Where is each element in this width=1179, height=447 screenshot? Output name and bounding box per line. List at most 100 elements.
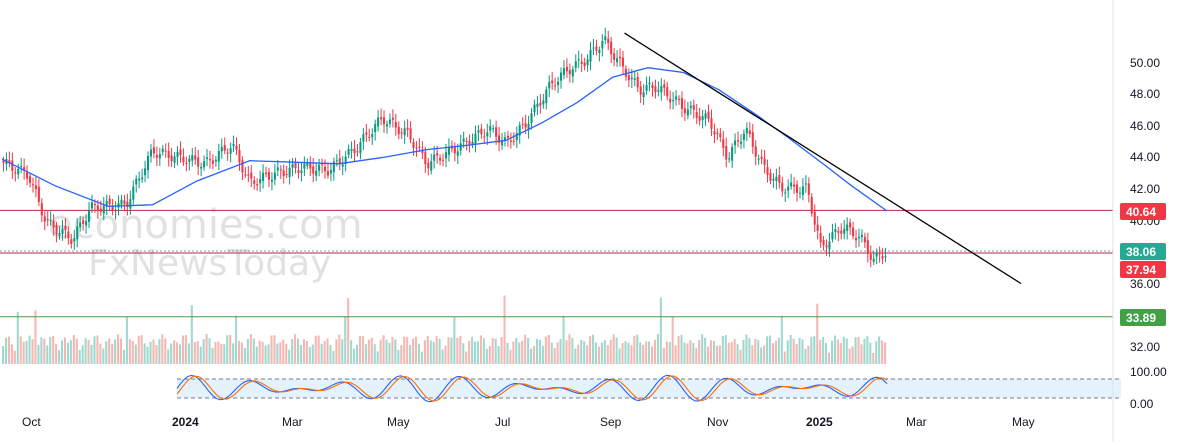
candle-body <box>677 98 681 100</box>
volume-bar <box>795 344 798 364</box>
candle-body <box>205 157 209 159</box>
candle-body <box>707 111 710 119</box>
candle-body <box>816 224 819 231</box>
candle-body <box>247 174 250 176</box>
volume-bar <box>653 339 657 364</box>
candle-body <box>568 70 571 74</box>
volume-bar <box>125 317 128 364</box>
candle-body <box>70 239 73 244</box>
volume-bar <box>276 343 279 364</box>
volume-bar <box>415 336 418 364</box>
candle-body <box>642 92 645 97</box>
candle-body <box>716 132 719 135</box>
candle-body <box>79 222 82 228</box>
volume-bar <box>270 335 273 364</box>
volume-bar <box>288 349 291 364</box>
volume-bar <box>214 342 217 364</box>
volume-bar <box>297 338 300 364</box>
candle-body <box>368 136 371 138</box>
candle-body <box>267 172 271 180</box>
candle-body <box>17 168 20 175</box>
volume-bar <box>810 336 813 364</box>
volume-bar <box>839 343 842 364</box>
volume-bar <box>155 345 158 364</box>
candle-body <box>630 77 633 80</box>
candle-body <box>323 166 327 172</box>
volume-bar <box>190 305 193 364</box>
volume-bar <box>774 340 777 364</box>
candle-body <box>518 125 521 136</box>
volume-bar <box>394 339 397 364</box>
candle-body <box>592 47 595 49</box>
candle-body <box>96 205 99 212</box>
volume-bar <box>111 343 114 364</box>
candle-body <box>492 128 495 130</box>
candle-body <box>477 130 480 133</box>
candle-body <box>34 185 37 190</box>
volume-bar <box>869 342 872 364</box>
volume-bar <box>176 342 179 364</box>
volume-bar <box>367 339 370 364</box>
volume-bar <box>651 346 654 364</box>
candle-body <box>256 184 259 186</box>
candle-body <box>203 161 206 168</box>
candle-body <box>120 199 123 205</box>
candle-body <box>391 117 394 120</box>
candle-body <box>46 219 49 221</box>
volume-bar <box>544 336 547 364</box>
volume-bar <box>308 347 311 364</box>
volume-bar <box>93 336 96 364</box>
candle-body <box>347 148 350 155</box>
volume-bar <box>120 338 123 364</box>
candle-body <box>188 158 191 162</box>
candle-body <box>589 49 592 62</box>
candle-body <box>810 197 813 214</box>
volume-bar <box>302 339 305 364</box>
volume-bar <box>512 341 515 364</box>
volume-bar <box>409 344 412 364</box>
volume-bar <box>804 349 807 364</box>
volume-bar <box>4 337 8 364</box>
candle-body <box>182 156 185 163</box>
candle-body <box>580 61 583 65</box>
candle-body <box>745 128 748 134</box>
volume-bar <box>417 343 421 364</box>
candle-body <box>804 183 807 185</box>
stoch-tick-100: 100.00 <box>1130 365 1167 379</box>
candlesticks <box>2 27 887 268</box>
volume-bar <box>61 340 64 364</box>
candle-body <box>819 233 822 243</box>
volume-bar <box>211 347 214 364</box>
candle-body <box>680 98 684 109</box>
volume-bar <box>87 339 90 364</box>
volume-bar <box>435 336 438 364</box>
candle-body <box>229 148 232 154</box>
volume-bar <box>474 341 477 364</box>
candle-body <box>512 140 515 142</box>
volume-bar <box>485 349 488 364</box>
volume-bar <box>217 341 220 364</box>
volume-bar <box>783 351 786 364</box>
candle-body <box>353 148 356 154</box>
volume-bar <box>686 343 689 364</box>
candle-body <box>795 184 799 193</box>
candle-body <box>480 128 483 135</box>
volume-bar <box>102 348 105 364</box>
volume-bar <box>332 351 335 364</box>
candle-body <box>539 102 542 106</box>
candle-body <box>123 200 126 205</box>
volume-bar <box>627 342 630 364</box>
volume-bar <box>456 337 459 364</box>
volume-bar <box>630 345 633 364</box>
candle-body <box>90 202 94 209</box>
candle-body <box>666 87 669 97</box>
candle-body <box>259 179 262 184</box>
volume-bar <box>683 342 686 364</box>
candle-body <box>790 182 793 187</box>
volume-bar <box>167 349 170 364</box>
volume-bar <box>246 339 249 364</box>
candle-body <box>565 66 568 72</box>
candle-body <box>82 220 85 224</box>
candle-body <box>318 164 321 171</box>
candle-body <box>660 85 663 93</box>
